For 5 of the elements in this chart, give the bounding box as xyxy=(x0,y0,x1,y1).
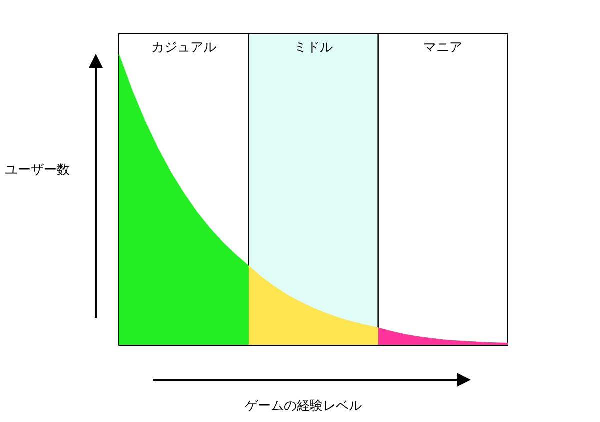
y-axis-title: ユーザー数 xyxy=(5,163,70,178)
annotation: カジュアル xyxy=(151,40,216,56)
annotation: ミドル xyxy=(294,40,333,56)
annotation: マニア xyxy=(424,40,463,56)
x-axis-title: ゲームの経験レベル xyxy=(245,399,362,414)
